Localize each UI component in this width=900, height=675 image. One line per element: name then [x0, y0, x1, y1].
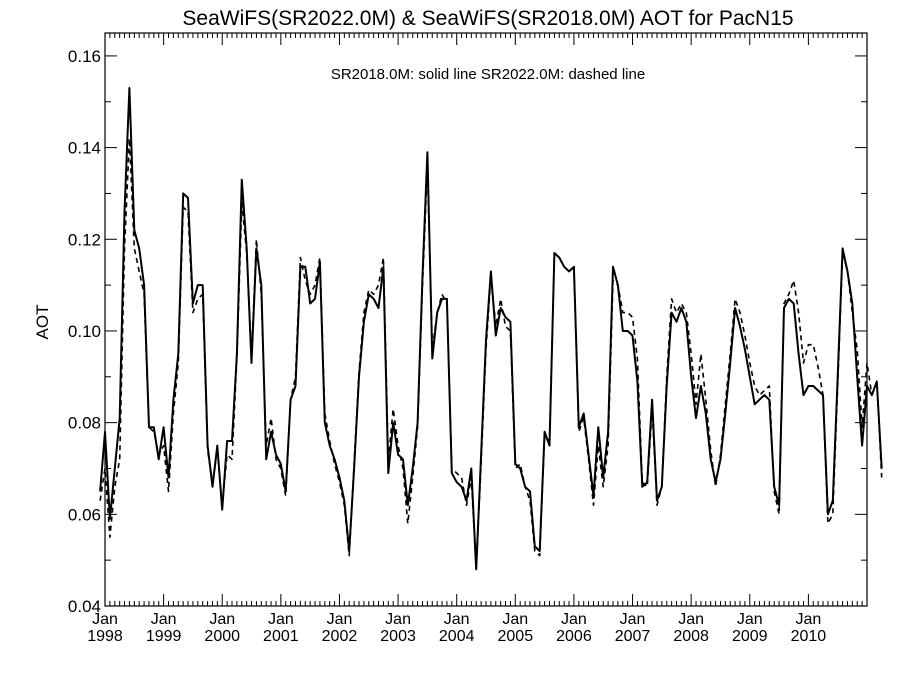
x-tick-year-label: 2002 — [322, 628, 358, 645]
x-tick-year-label: 2008 — [673, 628, 709, 645]
x-tick-month-label: Jan — [151, 611, 177, 628]
series-line-sr2018-0m — [99, 87, 883, 571]
x-tick-year-label: 1999 — [146, 628, 182, 645]
x-tick-year-label: 2003 — [380, 628, 416, 645]
x-tick-year-label: 2001 — [263, 628, 299, 645]
series-line-sr2022-0m — [99, 137, 883, 571]
chart-title: SeaWiFS(SR2022.0M) & SeaWiFS(SR2018.0M) … — [182, 7, 793, 30]
y-tick-label: 0.10 — [68, 322, 101, 341]
x-tick-year-label: 2004 — [439, 628, 475, 645]
x-tick-year-label: 2010 — [791, 628, 827, 645]
x-tick-year-label: 2005 — [498, 628, 534, 645]
tick-labels: 0.040.060.080.100.120.140.16Jan1998Jan19… — [68, 47, 826, 645]
x-tick-year-label: 1998 — [87, 628, 123, 645]
plot-frame — [104, 32, 868, 607]
x-tick-month-label: Jan — [678, 611, 704, 628]
x-tick-month-label: Jan — [444, 611, 470, 628]
y-tick-label: 0.12 — [68, 230, 101, 249]
y-tick-label: 0.08 — [68, 414, 101, 433]
y-tick-label: 0.14 — [68, 139, 101, 158]
series-lines — [99, 87, 883, 571]
x-tick-month-label: Jan — [737, 611, 763, 628]
x-tick-month-label: Jan — [268, 611, 294, 628]
y-axis-label: AOT — [33, 305, 52, 340]
x-tick-month-label: Jan — [327, 611, 353, 628]
x-tick-month-label: Jan — [209, 611, 235, 628]
tick-marks — [104, 33, 867, 607]
x-tick-month-label: Jan — [385, 611, 411, 628]
y-tick-label: 0.04 — [68, 597, 101, 616]
y-tick-label: 0.16 — [68, 47, 101, 66]
x-tick-month-label: Jan — [561, 611, 587, 628]
x-tick-year-label: 2009 — [732, 628, 768, 645]
y-tick-label: 0.06 — [68, 505, 101, 524]
x-tick-month-label: Jan — [620, 611, 646, 628]
x-tick-year-label: 2006 — [556, 628, 592, 645]
series-style-annotation: SR2018.0M: solid line SR2022.0M: dashed … — [331, 66, 645, 83]
x-tick-year-label: 2000 — [204, 628, 240, 645]
x-tick-month-label: Jan — [502, 611, 528, 628]
x-tick-month-label: Jan — [92, 611, 118, 628]
x-tick-year-label: 2007 — [615, 628, 651, 645]
x-tick-month-label: Jan — [795, 611, 821, 628]
